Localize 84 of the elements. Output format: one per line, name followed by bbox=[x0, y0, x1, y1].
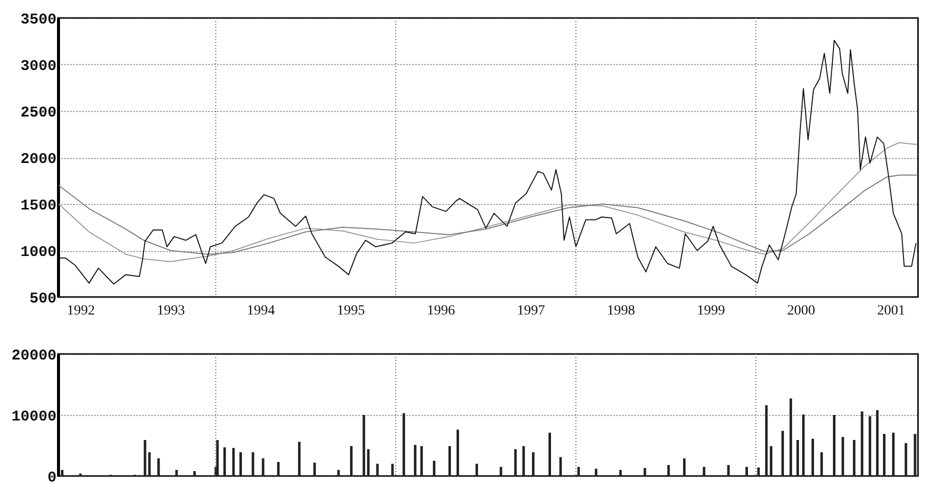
bar bbox=[790, 398, 792, 476]
bar bbox=[216, 440, 219, 476]
x-tick-label: 2000 bbox=[787, 304, 816, 318]
bar bbox=[559, 457, 562, 476]
bar bbox=[842, 436, 844, 476]
bar bbox=[667, 465, 670, 476]
bar bbox=[914, 434, 916, 476]
bar bbox=[548, 432, 551, 476]
bar bbox=[432, 460, 436, 476]
x-tick-label: 1993 bbox=[156, 304, 185, 318]
line-series bbox=[58, 142, 918, 262]
x-tick-label: 2001 bbox=[877, 304, 906, 318]
bar bbox=[812, 438, 814, 476]
bar bbox=[832, 415, 836, 476]
bar bbox=[175, 470, 178, 476]
bar bbox=[239, 452, 242, 476]
bar bbox=[500, 466, 502, 476]
bar bbox=[745, 466, 748, 476]
bar bbox=[414, 444, 416, 476]
y-tick-label: 500 bbox=[29, 290, 56, 308]
bar bbox=[456, 430, 460, 476]
bar bbox=[820, 452, 823, 476]
bar bbox=[594, 468, 598, 476]
y-tick-label: 2000 bbox=[20, 151, 56, 168]
bar bbox=[376, 464, 379, 476]
bar bbox=[765, 405, 768, 476]
bar bbox=[277, 462, 280, 476]
y-tick-label: 3500 bbox=[20, 12, 56, 28]
y-tick-label: 0 bbox=[47, 470, 56, 484]
bar bbox=[802, 414, 805, 476]
y-tick-label: 3000 bbox=[20, 58, 56, 75]
y-tick-label: 10000 bbox=[11, 408, 56, 426]
bar bbox=[391, 464, 394, 476]
line-series bbox=[58, 174, 918, 255]
bar bbox=[892, 432, 895, 476]
bar bbox=[860, 411, 864, 476]
bar bbox=[144, 440, 146, 476]
bar bbox=[514, 449, 517, 476]
bar bbox=[337, 470, 340, 476]
bar bbox=[252, 452, 254, 476]
bar bbox=[532, 452, 534, 476]
bar bbox=[367, 449, 370, 476]
bar bbox=[904, 443, 908, 476]
bar bbox=[876, 410, 879, 476]
bar bbox=[262, 458, 264, 476]
bar bbox=[702, 466, 706, 476]
bar bbox=[796, 440, 799, 476]
x-tick-label: 1995 bbox=[336, 304, 365, 318]
x-tick-label: 1996 bbox=[427, 304, 456, 318]
bar bbox=[852, 440, 856, 476]
bar bbox=[644, 468, 646, 476]
bar bbox=[313, 462, 316, 476]
bar bbox=[757, 467, 760, 476]
bar bbox=[350, 446, 353, 476]
bar bbox=[619, 470, 622, 476]
x-tick-label: 1994 bbox=[246, 304, 275, 318]
x-tick-label: 1999 bbox=[696, 304, 725, 318]
x-tick-label: 1997 bbox=[517, 304, 546, 318]
line-series bbox=[58, 40, 917, 284]
bar bbox=[577, 466, 580, 476]
y-tick-label: 20000 bbox=[11, 348, 56, 364]
bar bbox=[420, 446, 423, 476]
bar bbox=[60, 470, 64, 476]
x-tick-label: 1992 bbox=[66, 304, 95, 318]
bar bbox=[476, 464, 478, 476]
bar bbox=[232, 448, 235, 476]
bar bbox=[770, 446, 772, 476]
y-tick-label: 1000 bbox=[20, 244, 56, 261]
bar bbox=[882, 434, 886, 476]
bar bbox=[402, 413, 406, 476]
y-tick-label: 1500 bbox=[20, 198, 56, 214]
bar bbox=[868, 416, 872, 476]
x-tick-label: 1998 bbox=[606, 304, 635, 318]
bar bbox=[781, 430, 784, 476]
bar bbox=[193, 471, 196, 476]
y-tick-label: 2500 bbox=[20, 104, 56, 122]
bar bbox=[683, 458, 686, 476]
bar bbox=[727, 465, 730, 476]
bar bbox=[522, 446, 525, 476]
bar bbox=[298, 442, 301, 476]
bar bbox=[223, 447, 226, 476]
bar bbox=[362, 415, 366, 476]
bar bbox=[448, 446, 451, 476]
bar bbox=[157, 458, 160, 476]
